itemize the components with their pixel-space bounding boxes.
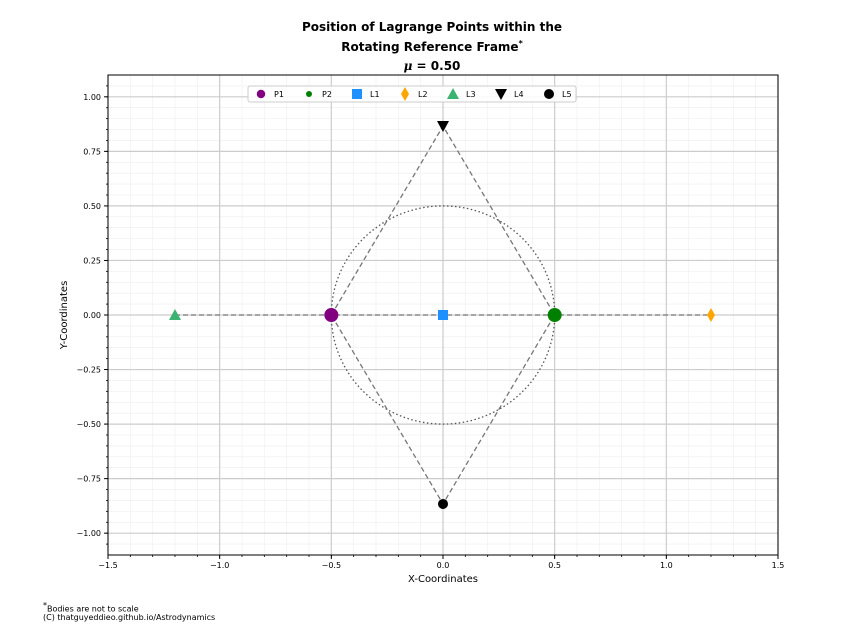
- y-axis-label: Y-Coordinates: [59, 281, 70, 351]
- legend-marker-l4: [495, 89, 507, 100]
- y-tick-label: 1.00: [83, 93, 101, 102]
- mu-symbol: μ: [403, 59, 413, 73]
- x-tick-label: 1.5: [772, 561, 785, 570]
- legend-box: [247, 85, 577, 103]
- chart-subtitle-mu: μ = 0.50: [0, 59, 864, 73]
- legend-label-p1: P1: [274, 90, 284, 99]
- x-tick-label: −0.5: [322, 561, 341, 570]
- y-tick-label: 0.75: [83, 147, 101, 156]
- x-tick-label: 0.0: [437, 561, 450, 570]
- dashed-line-2: [330, 124, 556, 506]
- y-tick-label: 0.50: [83, 202, 101, 211]
- x-axis-label: X-Coordinates: [408, 574, 478, 585]
- marker-l2: [707, 308, 715, 322]
- legend-label-l1: L1: [370, 90, 380, 99]
- chart-title-asterisk: *: [518, 39, 523, 48]
- y-tick-label: 0.25: [83, 256, 101, 265]
- footnote-copyright: (C) thatguyeddieo.github.io/Astrodynamic…: [43, 613, 216, 622]
- y-tick-label: −0.75: [76, 475, 101, 484]
- legend-label-p2: P2: [322, 90, 332, 99]
- chart-title-line2: Rotating Reference Frame*: [0, 39, 864, 54]
- y-tick-label: −1.00: [76, 529, 101, 538]
- legend-label-l5: L5: [562, 90, 572, 99]
- x-tick-label: −1.0: [210, 561, 229, 570]
- legend-marker-p2: [306, 91, 312, 97]
- footnote-asterisk: *: [43, 601, 47, 610]
- marker-l5: [438, 498, 448, 509]
- x-tick-label: 0.5: [548, 561, 561, 570]
- chart-title-line1: Position of Lagrange Points within the: [301, 20, 563, 34]
- markers-layer: [169, 121, 715, 509]
- legend-marker-p1: [256, 89, 266, 99]
- ticks-layer: −1.5 −1.0 −0.5 0.0 0.5 1.0 1.5 1.00 0.75 0.50 0.25…: [76, 85, 785, 570]
- footnote-scale-text: Bodies are not to scale: [47, 604, 139, 614]
- mu-value: = 0.50: [412, 59, 461, 73]
- legend-marker-l2: [401, 87, 409, 101]
- legend-marker-l5: [544, 89, 554, 99]
- legend-label-l4: L4: [514, 90, 524, 99]
- legend-marker-l1: [352, 89, 362, 99]
- marker-l4: [437, 121, 449, 133]
- legend-label-l2: L2: [418, 90, 428, 99]
- marker-p1: [324, 308, 339, 322]
- y-tick-label: −0.50: [76, 420, 101, 429]
- legend-label-l3: L3: [466, 90, 476, 99]
- marker-l1: [438, 310, 448, 320]
- x-tick-label: 1.0: [660, 561, 673, 570]
- x-tick-label: −1.5: [98, 561, 117, 570]
- legend: P1 P2 L1 L2 L3 L4 L5: [247, 85, 577, 103]
- y-tick-label: 0.00: [83, 311, 101, 320]
- marker-l3: [169, 309, 181, 320]
- chart-title-line2-text: Rotating Reference Frame: [341, 40, 519, 54]
- legend-marker-l3: [447, 88, 459, 99]
- marker-p2: [547, 308, 562, 322]
- y-tick-label: −0.25: [76, 366, 101, 375]
- footnote-scale: *Bodies are not to scale: [43, 601, 139, 614]
